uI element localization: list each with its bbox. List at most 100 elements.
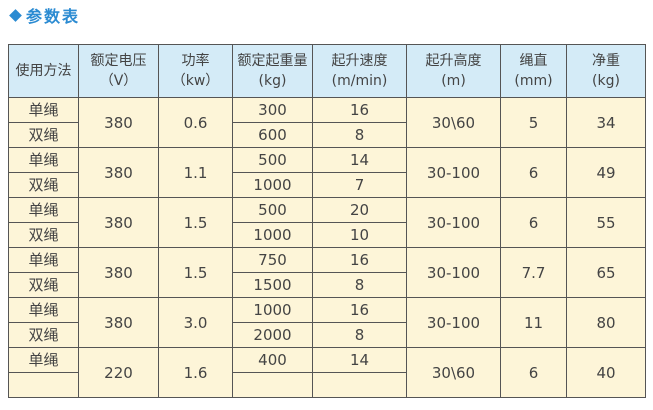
table-row: 单绳 380 1.1 500 14 30-100 6 49 xyxy=(8,147,646,198)
header-text: (m) xyxy=(441,73,466,89)
speed-cell: 16 xyxy=(312,97,407,123)
column-header: 绳直 (mm) xyxy=(500,44,567,98)
table-row: 单绳 380 1.5 750 16 30-100 7.7 65 xyxy=(8,247,646,298)
header-text: 使用方法 xyxy=(15,63,72,79)
table-row: 单绳 220 1.6 400 14 30\60 6 40 xyxy=(8,347,646,398)
weight-cell: 49 xyxy=(566,147,646,198)
header-text: 净重 xyxy=(592,53,620,69)
table-body: 单绳 380 0.6 300 16 30\60 5 34 双绳 600 8 单绳 380 1.1 500 14… xyxy=(8,97,646,398)
voltage-cell: 220 xyxy=(78,347,159,398)
column-header: 起升速度 (m/min) xyxy=(312,44,407,98)
height-cell: 30-100 xyxy=(406,147,501,198)
empty-cell xyxy=(8,372,79,398)
speed-cell: 20 xyxy=(312,197,407,223)
method-cell: 单绳 xyxy=(8,347,79,373)
voltage-cell: 380 xyxy=(78,97,159,148)
weight-cell: 40 xyxy=(566,347,646,398)
column-header: 净重 (kg) xyxy=(566,44,646,98)
speed-cell: 14 xyxy=(312,147,407,173)
table-row: 双绳 1000 10 xyxy=(8,222,646,248)
power-cell: 1.6 xyxy=(158,347,233,398)
voltage-cell: 380 xyxy=(78,247,159,298)
header-text: 绳直 xyxy=(519,53,548,69)
header-text: 起升速度 xyxy=(331,53,388,69)
load-cell: 2000 xyxy=(232,322,313,348)
speed-cell: 16 xyxy=(312,247,407,273)
section-heading: 参数表 xyxy=(8,4,80,26)
load-cell: 1000 xyxy=(232,222,313,248)
weight-cell: 65 xyxy=(566,247,646,298)
header-text: 功率 xyxy=(181,53,210,69)
voltage-cell: 380 xyxy=(78,147,159,198)
rope-cell: 7.7 xyxy=(500,247,567,298)
header-text: （kw） xyxy=(171,73,220,89)
title: 参数表 xyxy=(26,7,81,26)
speed-cell: 10 xyxy=(312,222,407,248)
power-cell: 1.5 xyxy=(158,247,233,298)
diamond-icon xyxy=(9,8,22,22)
load-cell: 500 xyxy=(232,147,313,173)
method-cell: 单绳 xyxy=(8,97,79,123)
rope-cell: 5 xyxy=(500,97,567,148)
table-row: 双绳 2000 8 xyxy=(8,322,646,348)
power-cell: 0.6 xyxy=(158,97,233,148)
power-cell: 1.5 xyxy=(158,197,233,248)
power-cell: 3.0 xyxy=(158,297,233,348)
method-cell: 单绳 xyxy=(8,147,79,173)
header-text: (mm) xyxy=(514,73,553,89)
load-cell: 1500 xyxy=(232,272,313,298)
voltage-cell: 380 xyxy=(78,297,159,348)
header-text: 额定起重量(kg) xyxy=(237,53,308,89)
weight-cell: 55 xyxy=(566,197,646,248)
method-cell: 双绳 xyxy=(8,272,79,298)
method-cell: 双绳 xyxy=(8,122,79,148)
method-cell: 单绳 xyxy=(8,297,79,323)
voltage-cell: 380 xyxy=(78,197,159,248)
method-cell: 单绳 xyxy=(8,197,79,223)
method-cell: 双绳 xyxy=(8,222,79,248)
method-cell: 双绳 xyxy=(8,172,79,198)
method-cell: 单绳 xyxy=(8,247,79,273)
rope-cell: 6 xyxy=(500,147,567,198)
speed-cell: 14 xyxy=(312,347,407,373)
table-row: 双绳 1500 8 xyxy=(8,272,646,298)
table-row: 双绳 1000 7 xyxy=(8,172,646,198)
load-cell: 500 xyxy=(232,197,313,223)
header-text: (kg) xyxy=(592,73,620,89)
load-cell: 750 xyxy=(232,247,313,273)
load-cell: 1000 xyxy=(232,297,313,323)
height-cell: 30\60 xyxy=(406,347,501,398)
table-row: 单绳 380 1.5 500 20 30-100 6 55 xyxy=(8,197,646,248)
empty-cell xyxy=(232,372,313,398)
column-header: 使用方法 xyxy=(8,44,79,98)
height-cell: 30-100 xyxy=(406,197,501,248)
table-row: 单绳 380 0.6 300 16 30\60 5 34 xyxy=(8,97,646,148)
header-row: 使用方法 额定电压 （V） 功率 （kw） 额定起重量(kg) 起升速度 (m/min) 起升高… xyxy=(8,44,646,98)
weight-cell: 80 xyxy=(566,297,646,348)
spec-table: 使用方法 额定电压 （V） 功率 （kw） 额定起重量(kg) 起升速度 (m/min) 起升高… xyxy=(8,44,646,398)
column-header: 功率 （kw） xyxy=(158,44,233,98)
table-row: 双绳 600 8 xyxy=(8,122,646,148)
weight-cell: 34 xyxy=(566,97,646,148)
table-row xyxy=(8,372,646,398)
table-row: 单绳 380 3.0 1000 16 30-100 11 80 xyxy=(8,297,646,348)
rope-cell: 6 xyxy=(500,197,567,248)
load-cell: 300 xyxy=(232,97,313,123)
speed-cell: 16 xyxy=(312,297,407,323)
load-cell: 400 xyxy=(232,347,313,373)
power-cell: 1.1 xyxy=(158,147,233,198)
rope-cell: 6 xyxy=(500,347,567,398)
rope-cell: 11 xyxy=(500,297,567,348)
column-header: 起升高度 (m) xyxy=(406,44,501,98)
header-text: （V） xyxy=(99,73,138,89)
header-text: (m/min) xyxy=(331,73,388,89)
speed-cell: 7 xyxy=(312,172,407,198)
height-cell: 30-100 xyxy=(406,297,501,348)
column-header: 额定起重量(kg) xyxy=(232,44,313,98)
speed-cell: 8 xyxy=(312,272,407,298)
height-cell: 30\60 xyxy=(406,97,501,148)
speed-cell: 8 xyxy=(312,122,407,148)
load-cell: 1000 xyxy=(232,172,313,198)
header-text: 起升高度 xyxy=(425,53,482,69)
